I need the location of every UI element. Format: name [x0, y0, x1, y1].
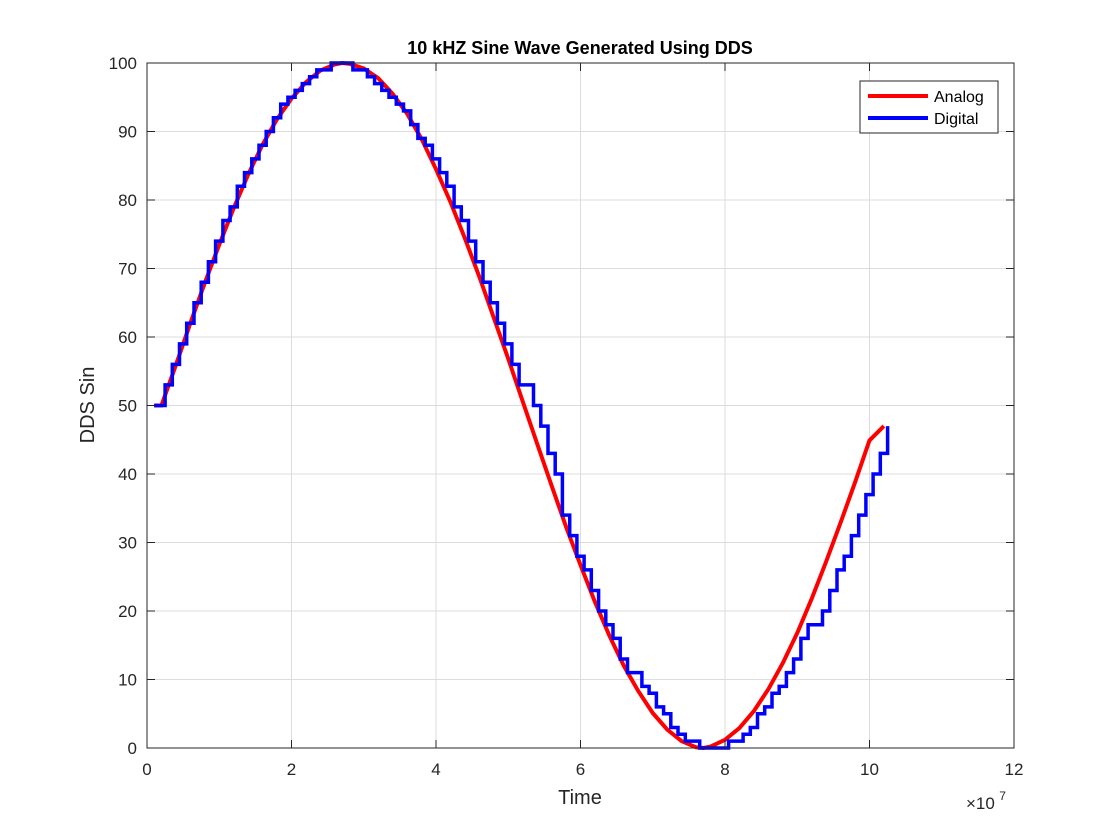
x-tick-label: 2 [287, 760, 296, 779]
y-tick-label: 10 [118, 671, 137, 690]
legend: Analog Digital [859, 80, 999, 134]
x-exponent-power: 7 [999, 789, 1006, 803]
y-tick-label: 90 [118, 123, 137, 142]
x-axis: 0 2 4 6 8 10 12 [142, 63, 1023, 779]
x-tick-label: 10 [860, 760, 879, 779]
x-tick-label: 6 [576, 760, 585, 779]
x-tick-label: 8 [720, 760, 729, 779]
x-axis-label: Time [558, 787, 602, 809]
legend-box [859, 80, 999, 134]
x-exponent-base: ×10 [966, 794, 995, 813]
series-line-digital [154, 61, 890, 750]
chart-title: 10 kHZ Sine Wave Generated Using DDS [407, 38, 752, 58]
x-axis-exponent: ×10 7 [966, 789, 1006, 813]
plot-lines [154, 60, 890, 751]
y-tick-label: 50 [118, 397, 137, 416]
y-tick-label: 40 [118, 465, 137, 484]
y-axis: 0 10 20 30 40 50 60 70 80 90 100 [109, 54, 1014, 758]
y-tick-label: 100 [109, 54, 137, 73]
x-tick-label: 0 [142, 760, 151, 779]
x-tick-label: 12 [1005, 760, 1024, 779]
y-tick-label: 80 [118, 191, 137, 210]
y-tick-label: 30 [118, 534, 137, 553]
y-axis-label: DDS Sin [77, 367, 99, 444]
legend-label-analog: Analog [934, 89, 984, 106]
y-tick-label: 20 [118, 602, 137, 621]
legend-label-digital: Digital [934, 111, 978, 128]
y-tick-label: 60 [118, 328, 137, 347]
y-tick-label: 70 [118, 260, 137, 279]
x-tick-label: 4 [431, 760, 440, 779]
y-tick-label: 0 [128, 739, 137, 758]
grid [147, 63, 1014, 748]
